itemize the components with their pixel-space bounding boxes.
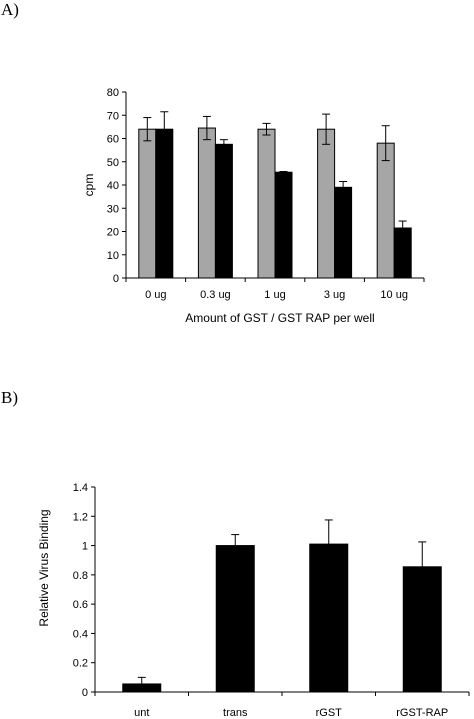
panel-a-label: A) — [1, 0, 19, 19]
chart-b-bar — [215, 545, 255, 693]
panel-b-label: B) — [1, 388, 18, 407]
chart-a-bar — [155, 128, 174, 279]
chart-a-y-tick-label: 40 — [107, 180, 119, 192]
chart-a-x-tick-label: 1 ug — [264, 289, 285, 301]
chart-b-y-tick-label: 1.2 — [73, 511, 88, 523]
chart-a-x-tick-label: 3 ug — [324, 289, 345, 301]
chart-a-x-tick-label: 0.3 ug — [200, 289, 231, 301]
chart-a-bar — [197, 127, 216, 279]
chart-b-x-tick-label: rGST-RAP — [396, 707, 448, 719]
chart-a-y-tick-label: 70 — [107, 110, 119, 122]
chart-a-x-tick-label: 0 ug — [145, 289, 166, 301]
chart-a-y-tick-label: 50 — [107, 157, 119, 169]
chart-a-y-tick-label: 20 — [107, 227, 119, 239]
chart-b-x-tick-label: trans — [223, 707, 248, 719]
chart-b-y-tick-label: 0 — [82, 687, 88, 699]
chart-a-y-tick-label: 0 — [113, 273, 119, 285]
chart-b-y-tick-label: 1.4 — [73, 482, 88, 494]
chart-b-y-tick-label: 0.8 — [73, 570, 88, 582]
chart-b-y-tick-label: 0.4 — [73, 628, 88, 640]
chart-a-bar — [393, 227, 412, 279]
chart-a-y-axis-title: cpm — [82, 174, 96, 197]
chart-b-y-tick-label: 0.2 — [73, 658, 88, 670]
chart-a-y-tick-label: 10 — [107, 250, 119, 262]
chart-a-y-tick-label: 60 — [107, 134, 119, 146]
chart-b-x-tick-label: rGST — [316, 707, 343, 719]
chart-b-y-tick-label: 1 — [82, 541, 88, 553]
chart-a-bar — [317, 128, 336, 279]
chart-a-y-tick-label: 30 — [107, 203, 119, 215]
chart-a-y-tick-label: 80 — [107, 87, 119, 99]
chart-a-bar — [138, 128, 157, 279]
chart-a-bar — [376, 142, 395, 279]
chart-a-x-tick-label: 10 ug — [380, 289, 408, 301]
chart-a-bar — [257, 128, 276, 279]
chart-b-x-tick-label: unt — [134, 707, 149, 719]
chart-a-bar — [214, 143, 233, 279]
chart-a-bar — [334, 186, 353, 279]
chart-b-y-tick-label: 0.6 — [73, 599, 88, 611]
chart-a-x-axis-title: Amount of GST / GST RAP per well — [185, 311, 374, 325]
chart-b-y-axis-title: Relative Virus Binding — [37, 509, 51, 626]
chart-a-bar — [274, 171, 293, 279]
